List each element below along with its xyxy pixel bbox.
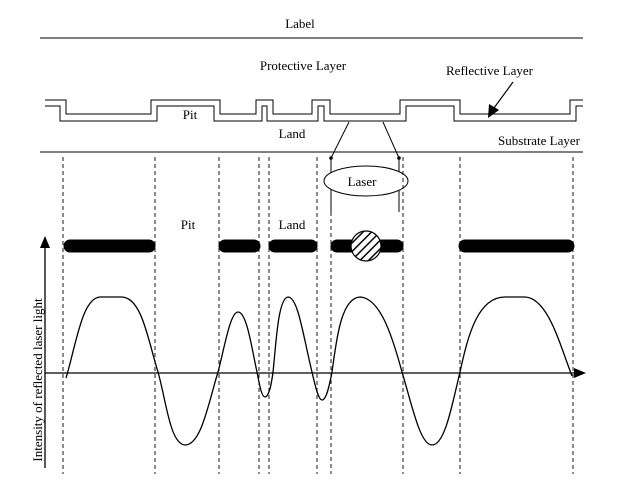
substrate-layer-text: Substrate Layer [498, 133, 581, 148]
laser-beam-right [382, 121, 400, 159]
land-track-text: Land [279, 217, 306, 232]
laser-lens [323, 165, 409, 197]
laser-beam-dot-left [329, 156, 333, 160]
laser-text: Laser [348, 174, 378, 189]
pit-top-text: Pit [183, 107, 198, 122]
y-axis-arrow [40, 236, 50, 248]
label-text: Label [285, 16, 315, 31]
disc-surface-outer [45, 99, 583, 115]
land-top-text: Land [279, 126, 306, 141]
pit-track-text: Pit [181, 217, 196, 232]
protective-layer-text: Protective Layer [260, 58, 347, 73]
laser-beam-left [330, 121, 350, 159]
laser-spot [350, 230, 382, 262]
disc-surface-inner [45, 105, 583, 122]
reflective-arrow-shaft [493, 81, 514, 109]
guide-lines [62, 157, 574, 474]
y-axis-label: Intensity of reflected laser light [30, 298, 45, 462]
reflective-layer-text: Reflective Layer [446, 63, 534, 78]
reflective-arrow-head [488, 104, 499, 118]
intensity-waveform [65, 296, 573, 446]
laser-beam-dot-right [397, 156, 401, 160]
x-axis-arrow [574, 368, 586, 378]
